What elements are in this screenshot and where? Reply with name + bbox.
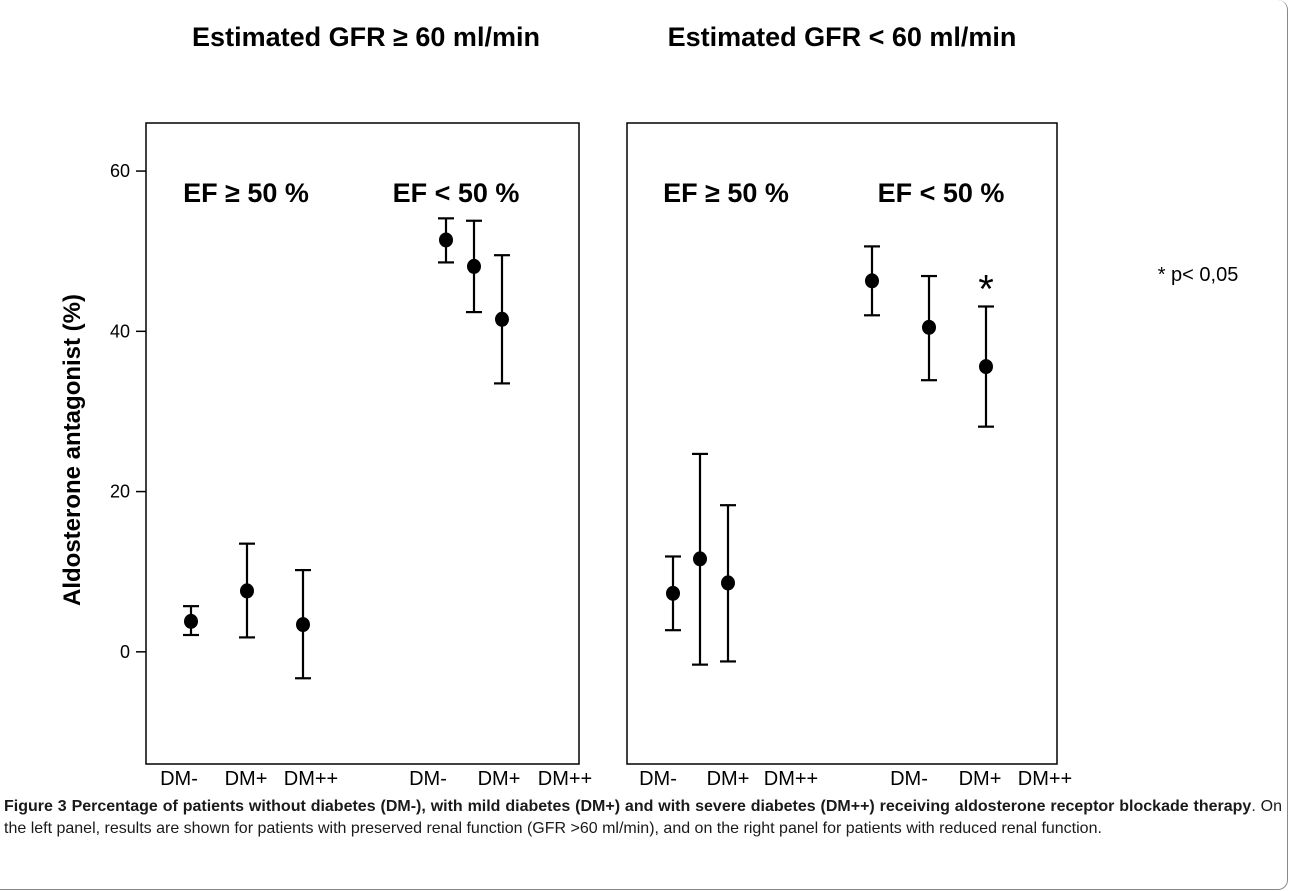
data-point-DM+ bbox=[921, 274, 937, 382]
point-marker bbox=[979, 359, 993, 375]
data-point-DM- bbox=[864, 245, 880, 317]
point-marker bbox=[495, 311, 509, 327]
x-tick-label: DM- bbox=[409, 768, 447, 790]
plot-panel-left: EF ≥ 50 % DM- DM+ DM++ EF < 50 % DM- DM+ DM++ bbox=[145, 122, 592, 790]
point-marker bbox=[865, 273, 879, 289]
panel-border bbox=[626, 122, 1058, 765]
y-tick-label: 20 bbox=[110, 482, 130, 502]
data-point-DM++ bbox=[494, 254, 510, 385]
data-point-DM- bbox=[438, 217, 454, 264]
group-label: EF < 50 % bbox=[878, 178, 1005, 208]
caption-title: Figure 3 Percentage of patients without … bbox=[4, 798, 1252, 815]
panel-title-right: Estimated GFR < 60 ml/min bbox=[668, 22, 1017, 52]
x-tick-label: DM- bbox=[160, 768, 198, 790]
data-point-DM+ bbox=[239, 542, 255, 639]
panel-title-left: Estimated GFR ≥ 60 ml/min bbox=[192, 22, 540, 52]
y-axis-label: Aldosterone antagonist (%) bbox=[59, 294, 86, 606]
point-marker bbox=[467, 258, 481, 274]
figure-caption: Figure 3 Percentage of patients without … bbox=[4, 796, 1282, 840]
panel-titles: Estimated GFR ≥ 60 ml/min Estimated GFR … bbox=[192, 22, 1016, 52]
plot-panels: EF ≥ 50 %DM- DM+ DM++EF < 50 %DM- DM+ DM++EF… bbox=[145, 122, 1072, 790]
data-point-DM+ bbox=[466, 219, 482, 314]
x-tick-label: DM++ bbox=[764, 768, 818, 790]
point-marker bbox=[184, 613, 198, 629]
y-axis: 0 20 40 60 bbox=[110, 161, 146, 662]
group-label: EF < 50 % bbox=[393, 178, 520, 208]
group-label: EF ≥ 50 % bbox=[183, 178, 309, 208]
data-point-DM++: * bbox=[978, 267, 994, 428]
data-point-DM- bbox=[665, 555, 681, 632]
caption-text: . On the left panel, results are shown f… bbox=[4, 798, 1283, 837]
group-label: EF ≥ 50 % bbox=[663, 178, 789, 208]
x-tick-label: DM- bbox=[639, 768, 677, 790]
point-marker bbox=[240, 583, 254, 599]
plot-panel-right: EF ≥ 50 % DM- DM+ DM++ EF < 50 % DM- DM+ * DM++ bbox=[626, 122, 1072, 790]
data-point-DM- bbox=[183, 605, 199, 637]
data-point-DM++ bbox=[720, 504, 736, 663]
point-marker bbox=[296, 617, 310, 633]
point-marker bbox=[666, 585, 680, 601]
x-tick-label: DM++ bbox=[1018, 768, 1072, 790]
y-tick-label: 40 bbox=[110, 321, 130, 341]
point-marker bbox=[721, 575, 735, 591]
x-tick-label: DM+ bbox=[707, 768, 750, 790]
x-tick-label: DM- bbox=[890, 768, 928, 790]
data-point-DM++ bbox=[295, 568, 311, 680]
point-marker bbox=[693, 551, 707, 567]
significance-star: * bbox=[978, 267, 994, 311]
significance-note: * p< 0,05 bbox=[1158, 264, 1239, 286]
y-tick-label: 60 bbox=[110, 161, 130, 181]
y-tick-label: 0 bbox=[120, 642, 130, 662]
panel-border bbox=[145, 122, 580, 765]
point-marker bbox=[439, 232, 453, 248]
x-tick-label: DM+ bbox=[478, 768, 521, 790]
x-tick-label: DM+ bbox=[225, 768, 268, 790]
x-tick-label: DM++ bbox=[538, 768, 592, 790]
x-tick-label: DM+ bbox=[959, 768, 1002, 790]
figure-chart: Estimated GFR ≥ 60 ml/min Estimated GFR … bbox=[59, 22, 1239, 790]
point-marker bbox=[922, 319, 936, 335]
x-tick-label: DM++ bbox=[284, 768, 338, 790]
data-point-DM+ bbox=[692, 452, 708, 666]
